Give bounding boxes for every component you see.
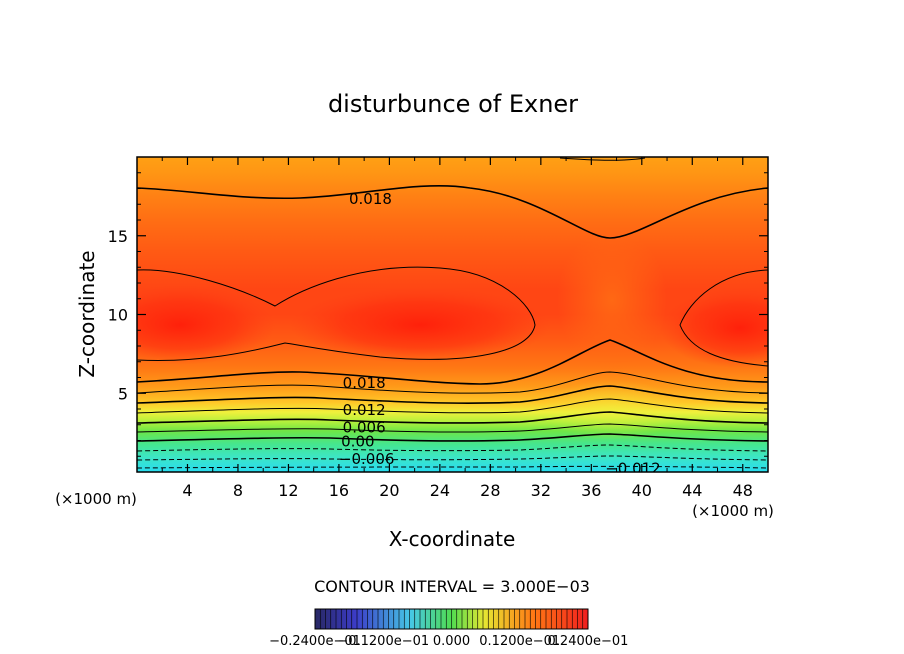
contour-line <box>137 371 768 394</box>
contour-lines <box>137 157 768 469</box>
contour-line <box>137 423 768 433</box>
x-axis-label: X-coordinate <box>389 527 516 551</box>
contour-line <box>137 455 768 461</box>
x-axis-units: (×1000 m) <box>692 502 774 520</box>
contour-label: −0.012 <box>605 459 661 477</box>
y-axis-label: Z-coordinate <box>75 250 99 377</box>
contour-label: 0.018 <box>349 190 392 208</box>
colorbar-level-lines <box>314 609 589 629</box>
contour-label: 0.00 <box>341 433 374 451</box>
contour-line <box>137 411 768 424</box>
colorbar-tick-label: 0.1200e−01 <box>479 634 560 649</box>
x-tick-label: 28 <box>480 481 500 500</box>
contour-line <box>137 266 536 361</box>
colorbar-tick-label: 0.000 <box>433 634 470 649</box>
contour-line <box>137 465 768 469</box>
contour-label: 0.006 <box>343 418 386 436</box>
max-core-center <box>290 287 550 363</box>
contour-line <box>559 157 646 161</box>
contour-line <box>679 269 768 367</box>
y-tick-label: 5 <box>118 384 128 403</box>
contour-line <box>137 385 768 405</box>
x-tick-label: 24 <box>430 481 450 500</box>
contour-line <box>137 433 768 442</box>
x-tick-label: 36 <box>581 481 601 500</box>
max-core-right <box>660 288 768 368</box>
x-tick-label: 20 <box>379 481 399 500</box>
x-tick-label: 4 <box>182 481 192 500</box>
contour-label: −0.006 <box>339 450 395 468</box>
colorbar-tick-label: −0.2400e−01 <box>269 634 361 649</box>
y-tick-label: 15 <box>108 227 128 246</box>
x-tick-label: 12 <box>278 481 298 500</box>
colorbar-frame <box>314 608 589 630</box>
contour-label: 0.018 <box>343 374 386 392</box>
contour-label: 0.012 <box>343 401 386 419</box>
y-axis-units: (×1000 m) <box>55 490 137 508</box>
x-tick-label: 40 <box>632 481 652 500</box>
gap-region <box>557 230 667 370</box>
contour-line <box>137 339 768 385</box>
max-core-left <box>137 285 275 365</box>
colorbar-tick-label: 0.2400e−01 <box>548 634 629 649</box>
x-tick-label: 48 <box>733 481 753 500</box>
contour-line <box>137 444 768 452</box>
colorbar: −0.2400e−01−0.1200e−01 0.000 0.1200e−010.2… <box>269 608 629 649</box>
x-tick-label: 44 <box>682 481 702 500</box>
colorbar-tick-label: −0.1200e−01 <box>337 634 429 649</box>
bulge-region <box>542 380 682 440</box>
y-tick-label: 10 <box>108 306 128 325</box>
contour-line <box>137 398 768 414</box>
x-tick-label: 32 <box>531 481 551 500</box>
contour-interval-text: CONTOUR INTERVAL = 3.000E−03 <box>314 577 590 596</box>
chart-title: disturbunce of Exner <box>328 90 578 118</box>
x-tick-label: 8 <box>233 481 243 500</box>
contour-line <box>137 184 768 239</box>
x-tick-label: 16 <box>329 481 349 500</box>
